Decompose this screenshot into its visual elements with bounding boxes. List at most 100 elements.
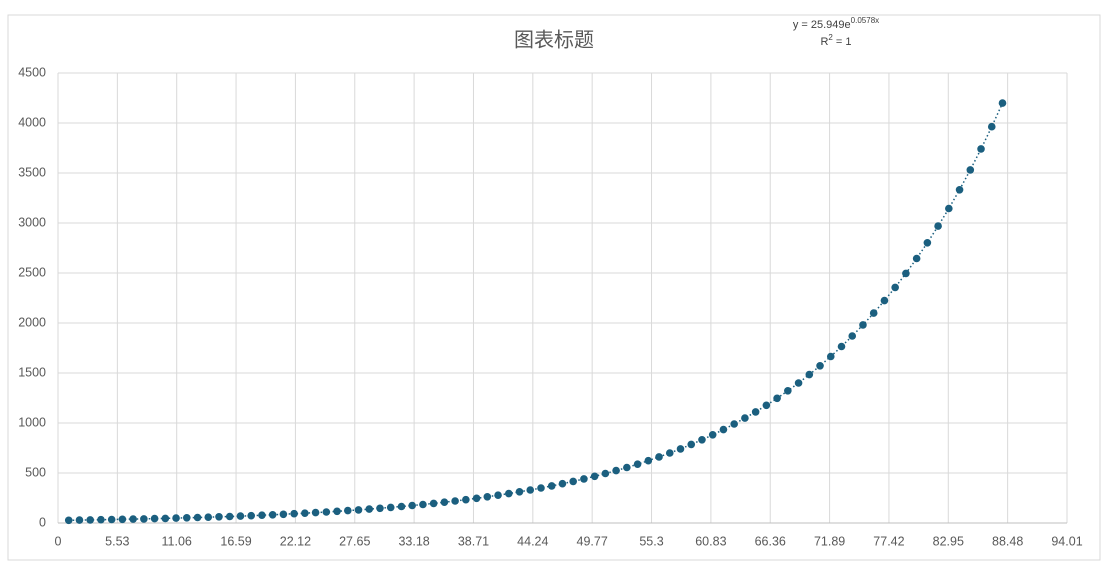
point [225,512,234,521]
point [504,489,513,498]
y-tick-label: 2000 [18,315,46,329]
point [86,516,94,524]
point [751,408,760,416]
x-tick-label: 71.89 [814,534,845,548]
point [966,166,975,174]
x-tick-label: 22.12 [280,534,311,548]
trendline-equation: y = 25.949e0.0578x [793,16,879,31]
point [75,516,84,524]
point [762,401,771,410]
point [462,495,470,504]
point [569,477,577,486]
y-tick-label: 1000 [18,415,46,429]
point [644,456,653,465]
x-tick-label: 44.24 [517,534,548,548]
point [869,309,878,317]
point [204,513,213,521]
point [343,506,352,515]
point [708,431,717,439]
point [880,296,889,305]
point [172,514,180,522]
point [333,507,341,516]
point [891,283,899,292]
point [365,505,374,513]
point [526,486,535,494]
point [730,420,738,428]
point [837,342,846,351]
x-tick-label: 49.77 [577,534,608,548]
point [773,394,781,403]
x-tick-label: 82.95 [933,534,964,548]
point [794,379,803,387]
y-tick-label: 0 [39,515,46,529]
x-tick-label: 55.3 [639,534,663,548]
point [558,479,567,488]
point [741,414,749,422]
r-squared: R2 = 1 [820,33,851,48]
point [140,515,148,523]
point [623,463,631,472]
point [923,239,932,247]
point [290,509,298,518]
x-tick-label: 33.18 [398,534,429,548]
chart-area [7,14,1101,561]
point [826,352,835,361]
y-tick-label: 1500 [18,365,46,379]
point [580,475,588,483]
point [193,513,202,522]
point [902,269,910,278]
point [665,449,674,457]
point [655,453,663,461]
point [64,516,73,525]
x-tick-label: 66.36 [755,534,786,548]
point [955,186,964,194]
point [816,362,824,370]
x-tick-label: 5.53 [105,534,129,548]
point [848,332,857,340]
point [784,387,792,395]
point [451,497,459,505]
y-tick-label: 3500 [18,165,46,179]
point [483,493,492,501]
point [987,122,996,131]
point [258,511,266,519]
point [215,513,223,521]
point [118,515,127,524]
point [247,511,255,520]
point [301,509,309,517]
point [515,488,524,496]
point [376,504,384,513]
point [494,491,502,500]
x-tick-label: 16.59 [220,534,251,548]
x-tick-label: 0 [55,534,62,548]
y-tick-label: 2500 [18,265,46,279]
y-tick-label: 4000 [18,115,46,129]
y-tick-label: 4500 [18,65,46,79]
point [912,254,921,263]
point [537,484,545,492]
x-tick-label: 94.01 [1051,534,1082,548]
point [472,494,481,503]
point [268,511,277,519]
x-tick-label: 88.48 [992,534,1023,548]
point [386,503,395,512]
point [129,515,137,523]
point [311,508,320,517]
point [934,222,942,230]
trendline [68,102,1004,522]
point [279,510,288,519]
point [977,145,985,153]
x-tick-label: 38.71 [458,534,489,548]
point [590,472,599,481]
point [150,514,159,523]
point [719,425,728,434]
point [161,514,170,523]
point [440,498,449,507]
x-tick-label: 11.06 [162,534,192,548]
x-tick-label: 60.83 [695,534,726,548]
point [397,502,406,511]
point [998,99,1007,107]
point [429,499,438,508]
point [687,440,696,449]
